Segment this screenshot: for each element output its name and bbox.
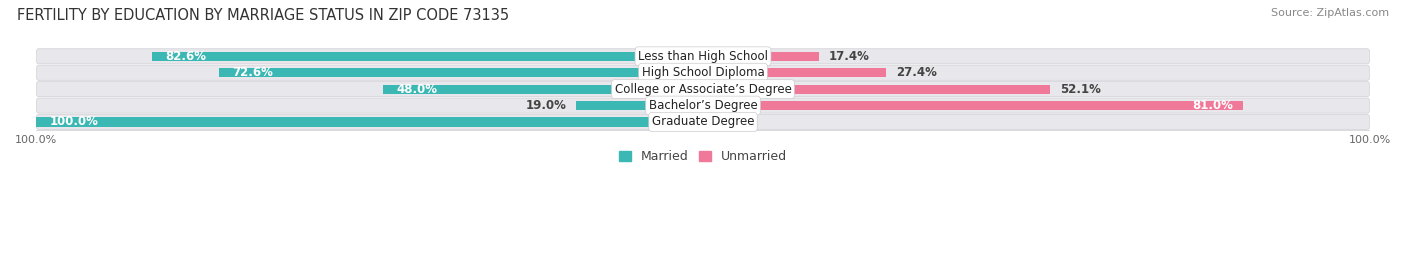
- FancyBboxPatch shape: [37, 49, 1369, 64]
- Text: 72.6%: 72.6%: [232, 66, 273, 79]
- Text: College or Associate’s Degree: College or Associate’s Degree: [614, 83, 792, 96]
- Bar: [152, 52, 703, 61]
- Legend: Married, Unmarried: Married, Unmarried: [613, 145, 793, 168]
- Bar: [703, 68, 886, 77]
- FancyBboxPatch shape: [37, 82, 1369, 97]
- Bar: [219, 68, 703, 77]
- Bar: [576, 101, 703, 110]
- Text: Bachelor’s Degree: Bachelor’s Degree: [648, 99, 758, 112]
- Text: 0.0%: 0.0%: [713, 115, 745, 129]
- Bar: [703, 85, 1050, 94]
- FancyBboxPatch shape: [37, 98, 1369, 113]
- Text: 27.4%: 27.4%: [896, 66, 936, 79]
- Text: Less than High School: Less than High School: [638, 50, 768, 63]
- Bar: [382, 85, 703, 94]
- Bar: [37, 118, 703, 126]
- Text: 19.0%: 19.0%: [526, 99, 567, 112]
- Text: FERTILITY BY EDUCATION BY MARRIAGE STATUS IN ZIP CODE 73135: FERTILITY BY EDUCATION BY MARRIAGE STATU…: [17, 8, 509, 23]
- FancyBboxPatch shape: [37, 65, 1369, 80]
- Text: High School Diploma: High School Diploma: [641, 66, 765, 79]
- Text: 48.0%: 48.0%: [396, 83, 437, 96]
- Text: 17.4%: 17.4%: [830, 50, 870, 63]
- Text: Graduate Degree: Graduate Degree: [652, 115, 754, 129]
- Text: 82.6%: 82.6%: [166, 50, 207, 63]
- Text: Source: ZipAtlas.com: Source: ZipAtlas.com: [1271, 8, 1389, 18]
- Text: 100.0%: 100.0%: [49, 115, 98, 129]
- Text: 52.1%: 52.1%: [1060, 83, 1101, 96]
- Bar: [703, 101, 1243, 110]
- Text: 81.0%: 81.0%: [1192, 99, 1233, 112]
- FancyBboxPatch shape: [37, 114, 1369, 130]
- Bar: [703, 52, 820, 61]
